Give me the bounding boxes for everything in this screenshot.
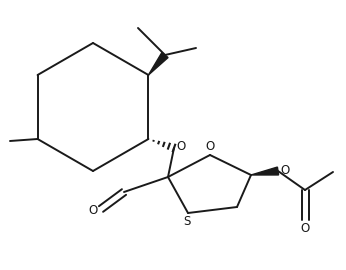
- Text: O: O: [176, 140, 185, 154]
- Text: O: O: [280, 164, 289, 177]
- Text: O: O: [300, 222, 310, 235]
- Text: O: O: [89, 204, 98, 217]
- Polygon shape: [251, 167, 279, 175]
- Text: O: O: [206, 140, 215, 153]
- Text: S: S: [183, 215, 191, 228]
- Polygon shape: [148, 52, 168, 75]
